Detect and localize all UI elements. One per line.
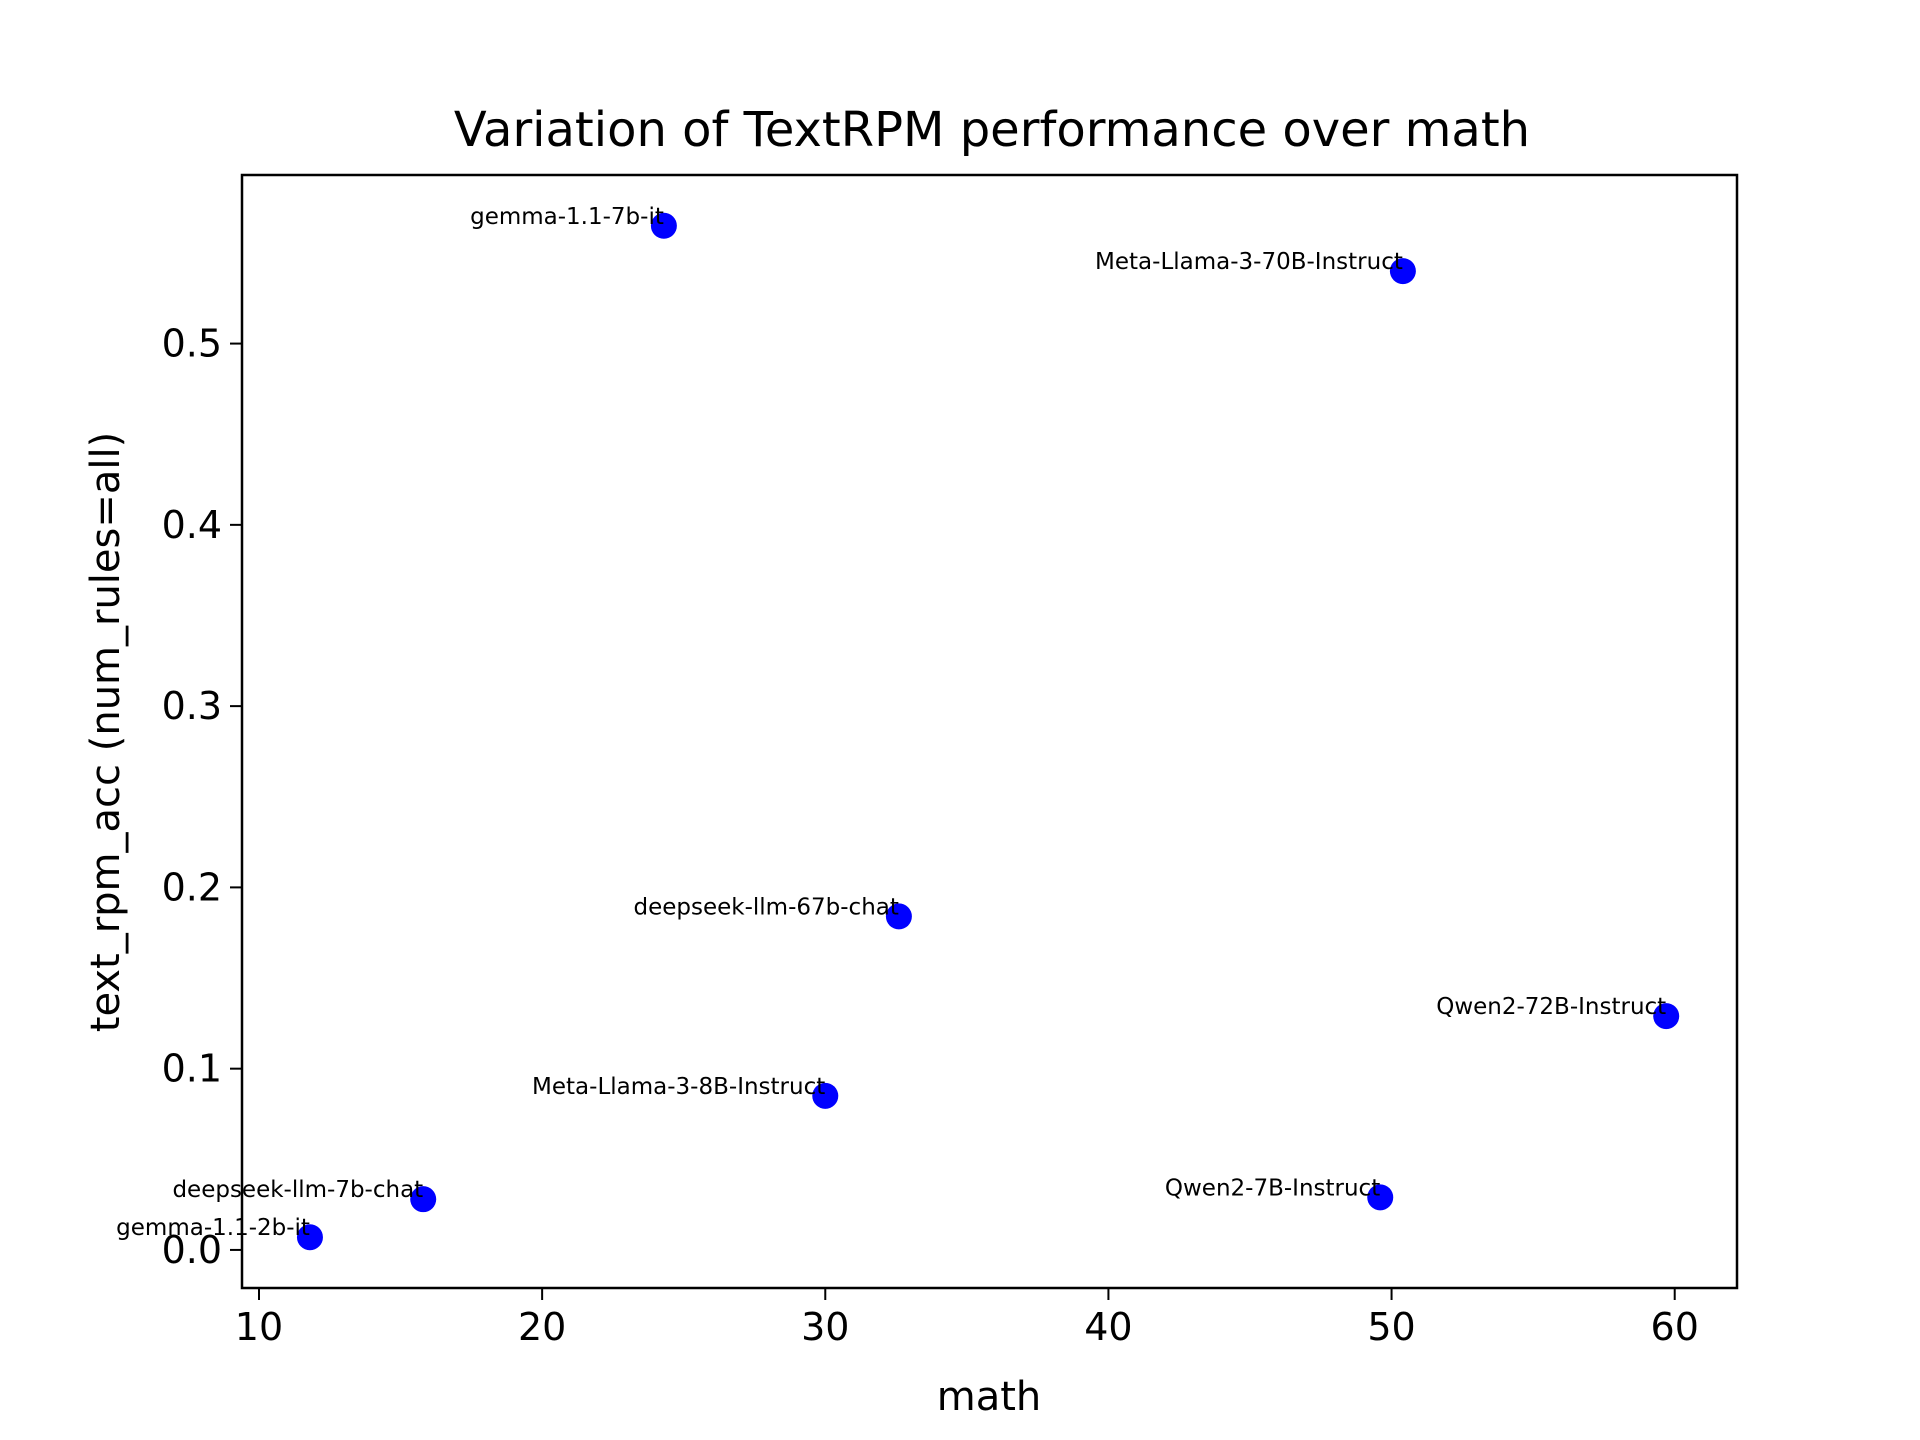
- x-tick-label: 50: [1367, 1305, 1415, 1349]
- y-tick-label: 0.0: [162, 1228, 222, 1272]
- x-tick-label: 10: [235, 1305, 283, 1349]
- plot-area: gemma-1.1-7b-it Meta-Llama-3-70B-Instruct…: [116, 204, 1680, 1251]
- data-point: [1389, 258, 1416, 285]
- data-point-label: Qwen2-72B-Instruct: [1436, 994, 1666, 1020]
- y-tick-label: 0.2: [162, 865, 222, 909]
- y-tick-label: 0.1: [162, 1047, 222, 1091]
- x-tick-label: 60: [1651, 1305, 1699, 1349]
- y-tick-label: 0.5: [162, 322, 222, 366]
- data-point-label: Meta-Llama-3-70B-Instruct: [1095, 249, 1403, 275]
- y-tick-label: 0.3: [162, 684, 222, 728]
- y-tick-label: 0.4: [162, 503, 222, 547]
- data-point: [812, 1082, 839, 1109]
- y-axis-label: text_rpm_acc (num_rules=all): [83, 432, 129, 1032]
- plot-frame: [240, 173, 1739, 1290]
- data-point: [1367, 1184, 1394, 1211]
- data-point-label: deepseek-llm-7b-chat: [172, 1177, 423, 1203]
- data-point-label: gemma-1.1-2b-it: [116, 1215, 310, 1241]
- data-point: [1653, 1003, 1680, 1030]
- data-point: [885, 903, 912, 930]
- y-axis: 0.0 0.1 0.2 0.3 0.4 0.5: [162, 322, 242, 1272]
- chart-title: Variation of TextRPM performance over ma…: [454, 102, 1530, 158]
- data-point-label: Qwen2-7B-Instruct: [1165, 1175, 1380, 1201]
- x-tick-label: 30: [801, 1305, 849, 1349]
- data-point-label: Meta-Llama-3-8B-Instruct: [532, 1074, 825, 1100]
- data-point: [410, 1186, 437, 1213]
- data-point-label: gemma-1.1-7b-it: [470, 204, 664, 230]
- data-point: [650, 212, 677, 239]
- x-tick-label: 20: [518, 1305, 566, 1349]
- x-tick-label: 40: [1084, 1305, 1132, 1349]
- data-point-label: deepseek-llm-67b-chat: [634, 894, 899, 920]
- x-axis-label: math: [937, 1374, 1042, 1420]
- data-point: [296, 1224, 323, 1251]
- x-axis: 10 20 30 40 50 60: [235, 1288, 1699, 1349]
